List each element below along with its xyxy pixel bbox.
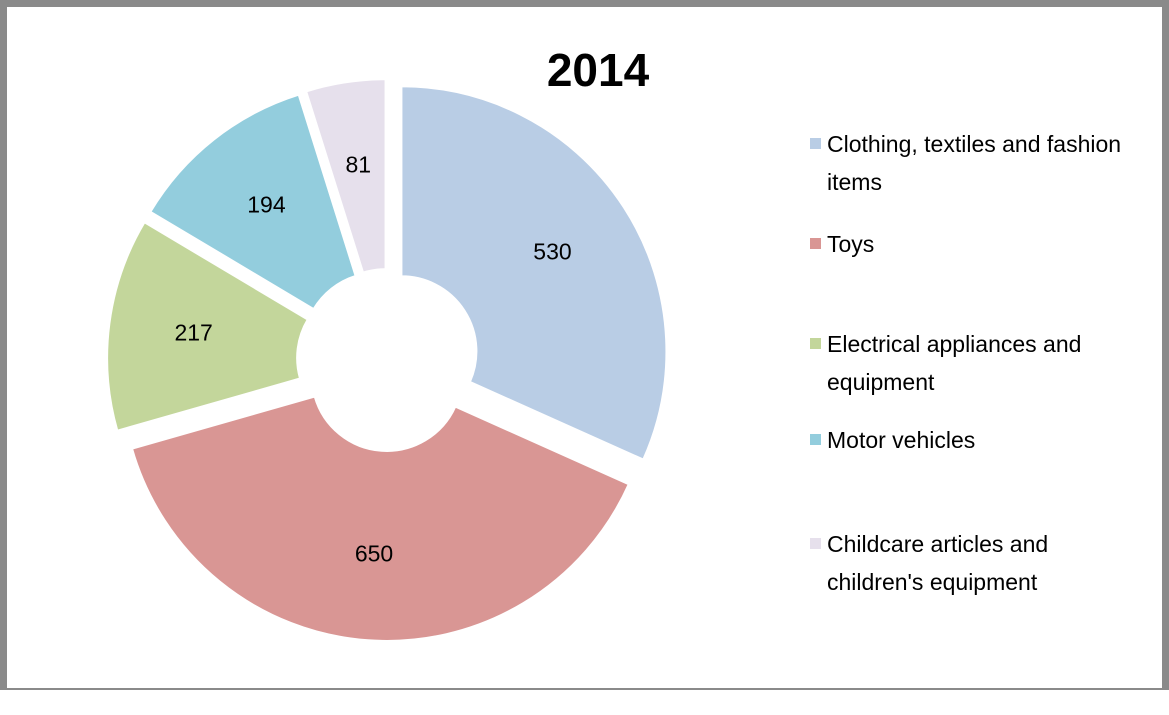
doughnut-slice xyxy=(400,85,668,461)
doughnut-slice xyxy=(304,78,387,274)
legend-item: Motor vehicles xyxy=(810,421,1140,459)
data-label: 530 xyxy=(533,238,571,264)
legend-swatch xyxy=(810,434,821,445)
doughnut-slice xyxy=(106,220,310,432)
data-label: 217 xyxy=(174,320,212,346)
legend-swatch xyxy=(810,538,821,549)
data-label: 194 xyxy=(247,191,286,217)
legend-item: Childcare articles and children's equipm… xyxy=(810,525,1140,601)
legend-label: Electrical appliances and equipment xyxy=(827,331,1082,395)
legend-item: Clothing, textiles and fashion items xyxy=(810,125,1140,201)
legend-swatch xyxy=(810,338,821,349)
legend-item: Toys xyxy=(810,225,1140,263)
chart-title: 2014 xyxy=(547,44,650,96)
legend-item: Electrical appliances and equipment xyxy=(810,325,1140,401)
legend-label: Toys xyxy=(827,231,875,257)
chart-frame xyxy=(0,0,1169,690)
legend-swatch xyxy=(810,138,821,149)
data-label: 650 xyxy=(355,541,393,567)
data-label: 81 xyxy=(345,151,371,177)
doughnut-slice xyxy=(149,93,357,311)
legend-label: Motor vehicles xyxy=(827,427,976,453)
doughnut-slice xyxy=(130,395,631,642)
legend-label: Childcare articles and children's equipm… xyxy=(827,531,1049,595)
legend-swatch xyxy=(810,238,821,249)
legend-label: Clothing, textiles and fashion items xyxy=(827,131,1122,195)
